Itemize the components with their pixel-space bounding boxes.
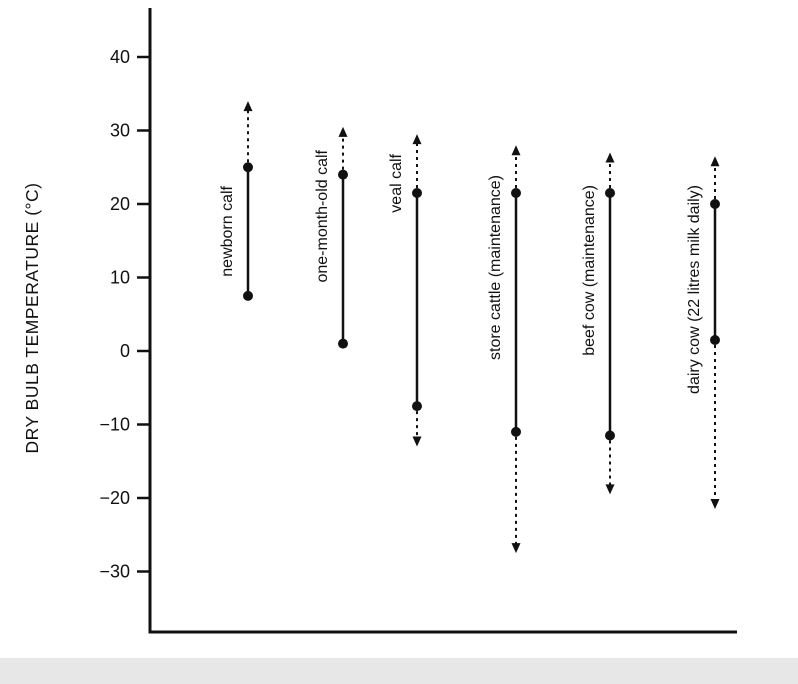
lower-dot (243, 290, 253, 301)
lower-dot (412, 401, 422, 412)
series-label: one-month-old calf (314, 149, 331, 282)
lower-dot (338, 338, 348, 349)
y-tick-label: 40 (110, 47, 130, 67)
upper-dot (412, 187, 422, 198)
up-arrowhead-icon (605, 152, 615, 163)
series-label: beef cow (maintenance) (581, 185, 598, 356)
upper-dot (511, 187, 521, 198)
up-arrowhead-icon (412, 134, 422, 145)
up-arrowhead-icon (243, 101, 253, 112)
y-axis-title: DRY BULB TEMPERATURE (°C) (22, 182, 42, 453)
series-label: dairy cow (22 litres milk daily) (686, 185, 703, 394)
down-arrowhead-icon (511, 543, 521, 554)
y-tick-label: 20 (110, 194, 130, 214)
down-arrowhead-icon (710, 499, 720, 510)
up-arrowhead-icon (338, 126, 348, 137)
lower-dot (605, 430, 615, 441)
lower-dot (710, 334, 720, 345)
chart-canvas: 40 30 20 10 0 −10 −20 −30 DRY BULB TEMPERATURE (… (22, 8, 737, 634)
up-arrowhead-icon (511, 145, 521, 156)
series-6: dairy cow (22 litres milk daily) (686, 156, 720, 510)
upper-dot (243, 162, 253, 173)
series-4: store cattle (maintenance) (487, 145, 521, 554)
lower-dot (511, 426, 521, 437)
y-tick-label: 30 (110, 121, 130, 141)
series-label: newborn calf (219, 185, 236, 276)
series-1: newborn calf (219, 101, 253, 301)
series-5: beef cow (maintenance) (581, 152, 615, 495)
y-tick-label: −10 (99, 415, 130, 435)
upper-dot (710, 199, 720, 209)
series-3: veal calf (388, 134, 422, 447)
y-tick-label: −20 (99, 488, 130, 508)
upper-dot (605, 187, 615, 198)
series-label: store cattle (maintenance) (487, 175, 504, 360)
series-2: one-month-old calf (314, 126, 348, 349)
upper-dot (338, 169, 348, 180)
y-tick-label: −30 (99, 562, 130, 582)
y-tick-label: 10 (110, 268, 130, 288)
down-arrowhead-icon (605, 484, 615, 495)
up-arrowhead-icon (710, 156, 720, 167)
temperature-range-chart: 40 30 20 10 0 −10 −20 −30 DRY BULB TEMPERATURE (… (22, 8, 737, 634)
series-label: veal calf (388, 153, 405, 212)
down-arrowhead-icon (412, 436, 422, 447)
footer-strip (0, 658, 798, 684)
y-tick-label: 0 (120, 341, 130, 361)
